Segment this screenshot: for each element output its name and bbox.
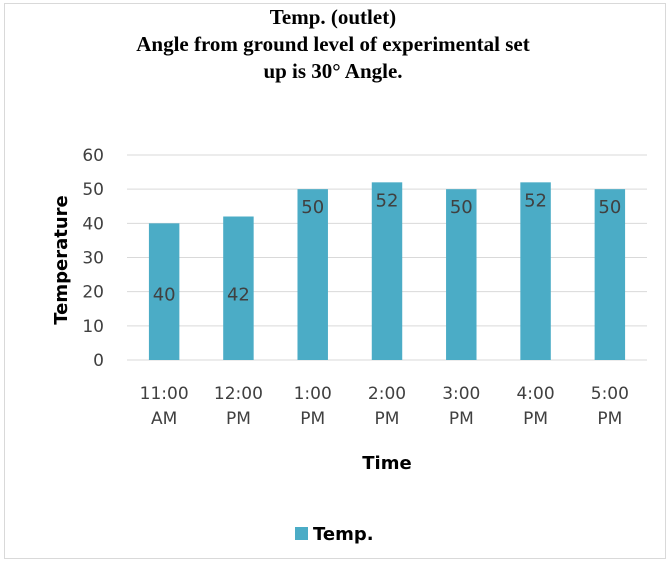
bar bbox=[446, 189, 477, 360]
x-tick-label-line: 3:00 bbox=[442, 384, 480, 404]
x-tick-label-line: PM bbox=[523, 409, 548, 429]
data-label: 52 bbox=[524, 190, 547, 211]
y-tick-label: 50 bbox=[82, 180, 104, 200]
y-tick-label: 20 bbox=[82, 283, 104, 303]
x-tick-label-line: 2:00 bbox=[368, 384, 406, 404]
bar bbox=[371, 182, 403, 360]
x-tick-label-line: 1:00 bbox=[294, 384, 332, 404]
x-tick-label-line: 11:00 bbox=[140, 384, 189, 404]
bar bbox=[297, 189, 328, 360]
data-label: 50 bbox=[598, 197, 621, 218]
x-axis-title: Time bbox=[362, 453, 411, 474]
x-tick-label: 11:00 AM bbox=[140, 384, 189, 429]
legend: Temp. bbox=[295, 524, 374, 545]
legend-swatch bbox=[295, 527, 308, 540]
x-tick-label-line: 12:00 bbox=[214, 384, 263, 404]
x-tick-label: 12:00 PM bbox=[214, 384, 263, 429]
x-tick-label-line: AM bbox=[151, 409, 177, 429]
chart-title-line-1: Temp. (outlet) bbox=[269, 5, 397, 29]
y-axis-title: Temperature bbox=[51, 195, 72, 324]
bar bbox=[520, 182, 551, 360]
data-label: 52 bbox=[376, 190, 399, 211]
x-tick-label-line: PM bbox=[375, 409, 400, 429]
x-tick-label-line: 5:00 bbox=[591, 384, 629, 404]
chart-title-line-3: up is 30° Angle. bbox=[263, 59, 403, 83]
data-label: 40 bbox=[153, 285, 176, 306]
y-tick-label: 30 bbox=[82, 249, 104, 269]
x-tick-label: 3:00 PM bbox=[442, 384, 480, 429]
bars bbox=[148, 182, 626, 360]
chart-title-line-2: Angle from ground level of experimental … bbox=[136, 32, 530, 56]
x-tick-label: 5:00 PM bbox=[591, 384, 629, 429]
bar bbox=[148, 223, 180, 360]
y-tick-label: 60 bbox=[82, 146, 104, 166]
x-tick-label: 4:00 PM bbox=[516, 384, 554, 429]
chart-frame bbox=[4, 3, 666, 559]
chart-title: Temp. (outlet) Angle from ground level o… bbox=[0, 4, 666, 85]
x-tick-label-line: PM bbox=[300, 409, 325, 429]
x-tick-label-line: 4:00 bbox=[516, 384, 554, 404]
data-label: 50 bbox=[301, 197, 324, 218]
x-tick-label-line: PM bbox=[226, 409, 251, 429]
data-labels: 40 42 50 52 50 52 50 bbox=[153, 190, 622, 305]
bar bbox=[223, 216, 254, 360]
y-axis-ticks: 0 10 20 30 40 50 60 bbox=[82, 146, 104, 371]
x-tick-label: 1:00 PM bbox=[294, 384, 332, 429]
y-tick-label: 10 bbox=[82, 317, 104, 337]
y-tick-label: 0 bbox=[93, 351, 104, 371]
bar bbox=[594, 189, 626, 360]
x-tick-label-line: PM bbox=[449, 409, 474, 429]
x-tick-label: 2:00 PM bbox=[368, 384, 406, 429]
data-label: 50 bbox=[450, 197, 473, 218]
legend-label: Temp. bbox=[313, 524, 374, 545]
y-tick-label: 40 bbox=[82, 214, 104, 234]
data-label: 42 bbox=[227, 285, 250, 306]
x-tick-label-line: PM bbox=[597, 409, 622, 429]
